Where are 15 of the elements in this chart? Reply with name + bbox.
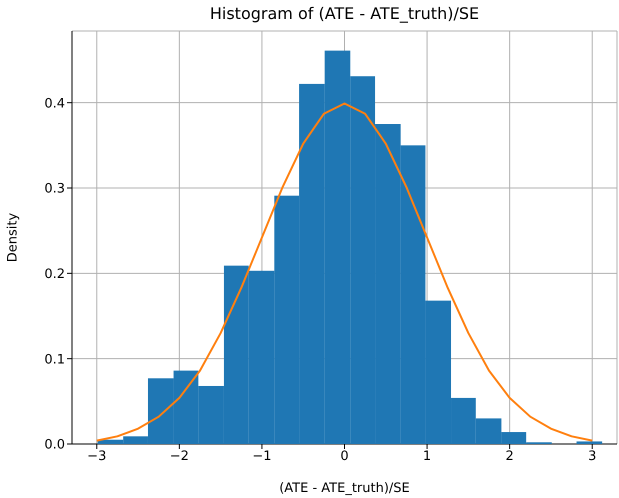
x-tick-label: −3 (87, 449, 106, 464)
chart-title: Histogram of (ATE - ATE_truth)/SE (208, 4, 480, 23)
x-tick-label: 2 (506, 449, 514, 464)
x-tick-label: 1 (422, 449, 432, 464)
x-tick-label: 3 (588, 449, 596, 464)
y-tick-label: 0.1 (44, 352, 65, 368)
y-axis-title: Density (6, 212, 21, 262)
x-tick-label: 0 (340, 449, 349, 464)
y-tick-label: 0.4 (44, 96, 65, 112)
x-tick-label: −1 (252, 449, 272, 464)
x-axis-title: (ATE - ATE_truth)/SE (279, 481, 410, 496)
y-tick-label: 0.3 (44, 182, 65, 197)
x-tick-label: −2 (170, 449, 189, 464)
y-tick-label: 0.2 (44, 266, 65, 282)
y-tick-label: 0.0 (44, 438, 65, 453)
